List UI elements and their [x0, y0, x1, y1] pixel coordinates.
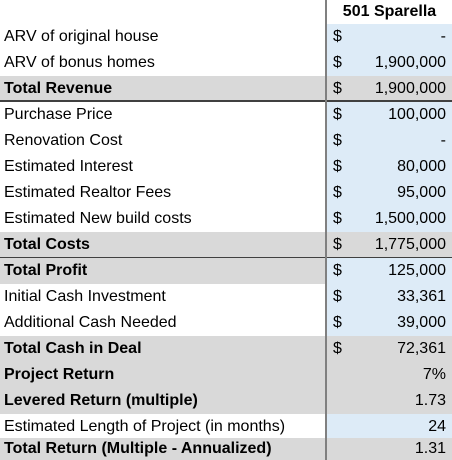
table-row-total-revenue: Total Revenue $ 1,900,000	[0, 76, 452, 102]
value-cell[interactable]: $ 1,900,000	[327, 76, 452, 102]
table-row-new-build-costs: Estimated New build costs $ 1,500,000	[0, 206, 452, 232]
value-cell[interactable]: $ 72,361	[327, 336, 452, 362]
row-value: -	[440, 132, 446, 149]
table-row-initial-cash: Initial Cash Investment $ 33,361	[0, 284, 452, 310]
section-divider	[0, 257, 452, 258]
table-row-total-cash: Total Cash in Deal $ 72,361	[0, 336, 452, 362]
row-value: 33,361	[397, 288, 446, 305]
currency-symbol: $	[333, 184, 342, 201]
section-divider	[0, 100, 452, 102]
row-label[interactable]: Renovation Cost	[4, 132, 123, 149]
row-label[interactable]: Estimated Interest	[4, 158, 133, 175]
value-cell[interactable]: $ 80,000	[327, 154, 452, 180]
value-cell[interactable]: $ 1,775,000	[327, 232, 452, 258]
table-row-arv-original: ARV of original house $ -	[0, 24, 452, 50]
row-label[interactable]: Project Return	[0, 362, 325, 388]
value-cell[interactable]: $ 1,900,000	[327, 50, 452, 76]
row-label[interactable]: ARV of bonus homes	[4, 54, 155, 71]
row-value: 72,361	[397, 340, 446, 357]
value-cell[interactable]: $ 125,000	[327, 258, 452, 284]
currency-symbol: $	[333, 340, 342, 357]
column-divider	[325, 0, 327, 460]
currency-symbol: $	[333, 314, 342, 331]
currency-symbol: $	[333, 236, 342, 253]
table-row-arv-bonus: ARV of bonus homes $ 1,900,000	[0, 50, 452, 76]
row-value: 95,000	[397, 184, 446, 201]
row-label[interactable]: Purchase Price	[4, 106, 113, 123]
value-cell[interactable]: $ -	[327, 128, 452, 154]
value-cell[interactable]: $ 39,000	[327, 310, 452, 336]
currency-symbol: $	[333, 288, 342, 305]
property-header[interactable]: 501 Sparella	[342, 3, 437, 20]
value-cell[interactable]: 1.73	[327, 388, 452, 414]
row-label[interactable]: Total Costs	[0, 232, 325, 258]
table-row-renovation-cost: Renovation Cost $ -	[0, 128, 452, 154]
row-value: 1.31	[414, 440, 446, 457]
row-value: 24	[428, 418, 446, 435]
row-label[interactable]: Estimated Length of Project (in months)	[4, 418, 286, 435]
row-value: -	[440, 28, 446, 45]
row-label[interactable]: Total Cash in Deal	[0, 336, 325, 362]
table-row-realtor-fees: Estimated Realtor Fees $ 95,000	[0, 180, 452, 206]
table-row-project-return: Project Return 7%	[0, 362, 452, 388]
row-label[interactable]: ARV of original house	[4, 28, 159, 45]
table-row-total-profit: Total Profit $ 125,000	[0, 258, 452, 284]
currency-symbol: $	[333, 210, 342, 227]
table-row-estimated-interest: Estimated Interest $ 80,000	[0, 154, 452, 180]
value-cell[interactable]: $ 95,000	[327, 180, 452, 206]
currency-symbol: $	[333, 80, 342, 97]
row-value: 1,775,000	[374, 236, 446, 253]
row-label[interactable]: Total Return (Multiple - Annualized)	[0, 438, 325, 460]
value-cell[interactable]: 24	[327, 414, 452, 440]
row-label[interactable]: Initial Cash Investment	[4, 288, 166, 305]
value-cell[interactable]: 7%	[327, 362, 452, 388]
row-label[interactable]: Total Revenue	[0, 76, 325, 102]
value-cell[interactable]: $ -	[327, 24, 452, 50]
row-value: 1.73	[414, 392, 446, 409]
table-row-additional-cash: Additional Cash Needed $ 39,000	[0, 310, 452, 336]
row-value: 1,900,000	[374, 80, 446, 97]
row-value: 100,000	[388, 106, 446, 123]
table-row-total-return: Total Return (Multiple - Annualized) 1.3…	[0, 438, 452, 460]
row-value: 1,900,000	[374, 54, 446, 71]
currency-symbol: $	[333, 158, 342, 175]
table-row-total-costs: Total Costs $ 1,775,000	[0, 232, 452, 258]
row-label[interactable]: Estimated New build costs	[4, 210, 192, 227]
value-cell[interactable]: $ 1,500,000	[327, 206, 452, 232]
row-label[interactable]: Estimated Realtor Fees	[4, 184, 172, 201]
row-value: 7%	[422, 366, 446, 383]
currency-symbol: $	[333, 132, 342, 149]
row-label[interactable]: Total Profit	[0, 258, 325, 284]
value-cell[interactable]: 1.31	[327, 438, 452, 460]
currency-symbol: $	[333, 54, 342, 71]
value-cell[interactable]: $ 100,000	[327, 102, 452, 128]
table-row-purchase-price: Purchase Price $ 100,000	[0, 102, 452, 128]
row-value: 80,000	[397, 158, 446, 175]
row-value: 1,500,000	[374, 210, 446, 227]
table-row-project-length: Estimated Length of Project (in months) …	[0, 414, 452, 440]
row-value: 39,000	[397, 314, 446, 331]
currency-symbol: $	[333, 106, 342, 123]
currency-symbol: $	[333, 262, 342, 279]
table-row-levered-return: Levered Return (multiple) 1.73	[0, 388, 452, 414]
row-value: 125,000	[388, 262, 446, 279]
row-label[interactable]: Additional Cash Needed	[4, 314, 177, 331]
row-label[interactable]: Levered Return (multiple)	[0, 388, 325, 414]
value-cell[interactable]: $ 33,361	[327, 284, 452, 310]
currency-symbol: $	[333, 28, 342, 45]
